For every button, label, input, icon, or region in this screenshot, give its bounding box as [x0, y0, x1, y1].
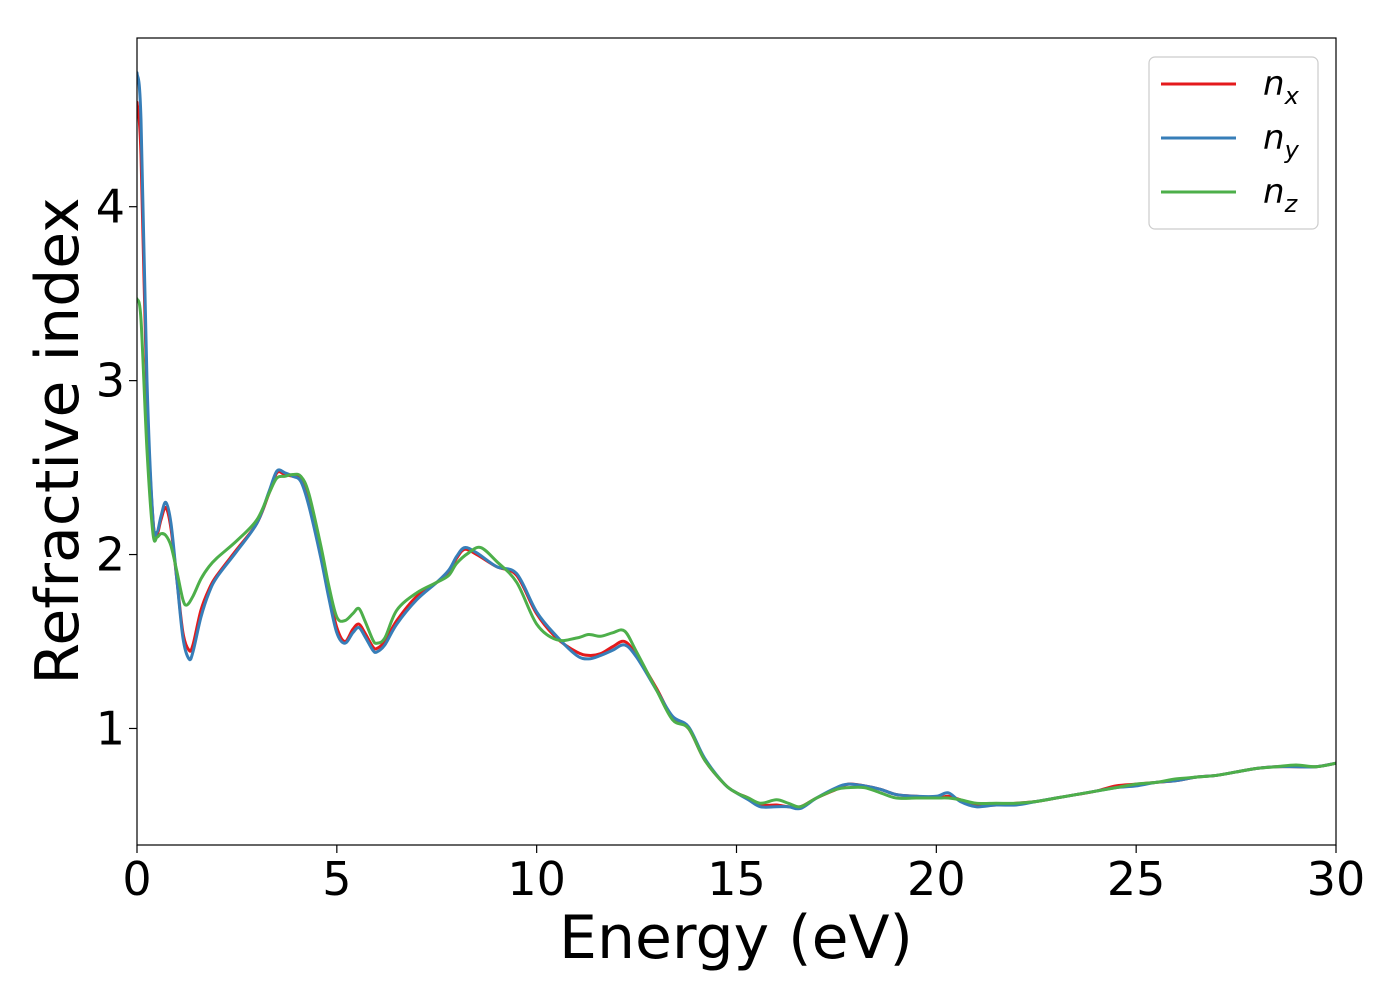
x-tick-label: 5	[322, 852, 351, 906]
x-tick-label: 25	[1107, 852, 1166, 906]
x-tick-label: 0	[122, 852, 151, 906]
series-layer	[137, 71, 1336, 811]
y-tick-label: 4	[96, 180, 125, 234]
y-tick-label: 2	[96, 528, 125, 582]
legend-box	[1148, 56, 1319, 230]
y-tick-label: 1	[96, 701, 125, 755]
x-tick-label: 20	[907, 852, 966, 906]
x-axis-ticks: 0 5 10 15 20 25 30	[122, 845, 1365, 906]
y-axis-label: Refractive index	[23, 197, 93, 684]
x-tick-label: 10	[507, 852, 566, 906]
series-line-nz	[137, 297, 1336, 809]
y-axis-ticks: 1 2 3 4	[96, 180, 137, 755]
x-tick-label: 30	[1307, 852, 1366, 906]
x-axis-label: Energy (eV)	[559, 903, 913, 973]
y-tick-label: 3	[96, 354, 125, 408]
x-tick-label: 15	[707, 852, 766, 906]
